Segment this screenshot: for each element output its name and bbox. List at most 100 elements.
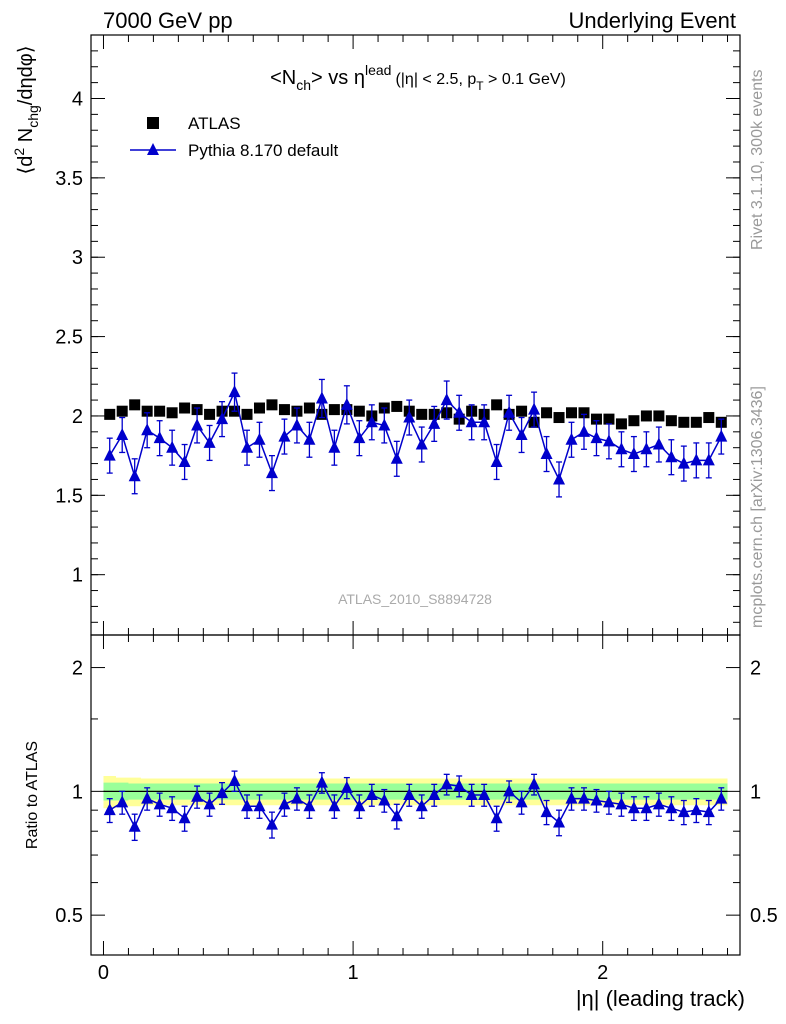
pythia-point [315, 391, 328, 404]
ratio-point [702, 805, 715, 818]
ratio-point [265, 817, 278, 830]
legend: ATLAS Pythia 8.170 default [130, 114, 339, 160]
pythia-point [565, 432, 578, 445]
pythia-point [191, 418, 204, 431]
ratio-point [652, 797, 665, 810]
pythia-point [216, 412, 229, 425]
ratio-point [640, 801, 653, 814]
main-ytick-label: 3 [72, 247, 83, 269]
ratio-point [627, 801, 640, 814]
ratio-point [241, 799, 254, 812]
atlas-point [141, 405, 153, 417]
pythia-point [365, 415, 378, 428]
atlas-point [541, 407, 553, 419]
pythia-point [652, 437, 665, 450]
atlas-point [241, 408, 253, 420]
ratio-point [503, 784, 516, 797]
pythia-point [702, 453, 715, 466]
pythia-point [590, 431, 603, 444]
ratio-point [577, 791, 590, 804]
main-ytick-label: 2 [72, 406, 83, 428]
title-main: <N [270, 67, 296, 89]
pythia-point [116, 428, 129, 440]
ratio-point [216, 786, 229, 799]
legend-atlas-label: ATLAS [188, 114, 241, 133]
pythia-point [665, 450, 678, 463]
ratio-point [540, 805, 553, 818]
ylabel-sub: chg [25, 105, 41, 128]
atlas-point [166, 407, 178, 419]
ratio-point [565, 791, 578, 804]
pythia-point [265, 466, 278, 479]
ratio-panel: 0.5 0.5 1 1 2 2 0 1 2 Ratio to ATLAS |η| (leadin… [24, 634, 778, 1011]
pythia-point [453, 405, 466, 418]
atlas-point [553, 412, 565, 424]
main-ytick-label: 3.5 [55, 168, 83, 190]
chart-title: <Nch> vs ηlead(|η| < 2.5, pT > 0.1 GeV) [270, 62, 566, 93]
atlas-point [391, 400, 403, 412]
pythia-point [428, 416, 441, 429]
pythia-point [515, 428, 528, 440]
pythia-point [390, 451, 403, 464]
ratio-ytick-label: 0.5 [55, 905, 83, 927]
atlas-point [253, 402, 265, 414]
atlas-point [266, 399, 278, 411]
atlas-point [179, 402, 191, 414]
atlas-point [278, 404, 290, 416]
pythia-point [141, 423, 154, 436]
pythia-point [602, 434, 615, 447]
pythia-point [577, 424, 590, 437]
ratio-point [116, 795, 129, 808]
pythia-point [677, 456, 690, 469]
ratio-point [453, 779, 466, 792]
xtick-label: 2 [597, 962, 608, 984]
atlas-point [653, 410, 665, 422]
main-data [103, 372, 728, 498]
ratio-point [203, 797, 216, 810]
pythia-point [128, 469, 141, 482]
pythia-point [241, 440, 254, 453]
ratio-frame [90, 634, 741, 956]
pythia-point [690, 453, 703, 466]
ratio-point [141, 791, 154, 804]
ratio-ytick-label: 1 [72, 781, 83, 803]
ratio-point [290, 791, 303, 804]
atlas-point [690, 416, 702, 428]
ratio-point [528, 777, 541, 790]
ratio-point [415, 799, 428, 812]
pythia-point [103, 448, 116, 461]
xlabel: |η| (leading track) [576, 986, 745, 1011]
ratio-point [403, 787, 416, 800]
legend-pythia-label: Pythia 8.170 default [188, 141, 339, 160]
ratio-data [103, 770, 728, 842]
ratio-point [253, 799, 266, 812]
ratio-point [166, 801, 179, 814]
pythia-point [290, 418, 303, 431]
ylabel-c: /dηdφ⟩ [15, 45, 37, 105]
pythia-point [503, 405, 516, 418]
ratio-point [440, 777, 453, 790]
pythia-point [203, 435, 216, 448]
ratio-ytick-label: 2 [72, 658, 83, 680]
main-panel: 1 1.5 2 2.5 3 3.5 4 <Nch> vs ηlead(|η| < 2.5, … [11, 34, 741, 636]
analysis-watermark: ATLAS_2010_S8894728 [338, 591, 492, 607]
pythia-point [303, 432, 316, 445]
main-ytick-label: 4 [72, 88, 83, 110]
ratio-point [715, 791, 728, 804]
xtick-label: 0 [98, 962, 109, 984]
title-main-sub: ch [296, 77, 311, 93]
atlas-point [154, 405, 166, 417]
pythia-point [540, 447, 553, 460]
ratio-point [128, 819, 141, 832]
atlas-point [590, 413, 602, 425]
ratio-ytick-label-right: 2 [750, 658, 761, 680]
pythia-point [278, 429, 291, 442]
atlas-point [204, 408, 216, 420]
main-ytick-label: 2.5 [55, 327, 83, 349]
pythia-point [640, 442, 653, 455]
pythia-point [490, 454, 503, 467]
pythia-point [615, 442, 628, 455]
ratio-point [103, 803, 116, 816]
pythia-point [166, 440, 179, 453]
ratio-point [340, 780, 353, 793]
